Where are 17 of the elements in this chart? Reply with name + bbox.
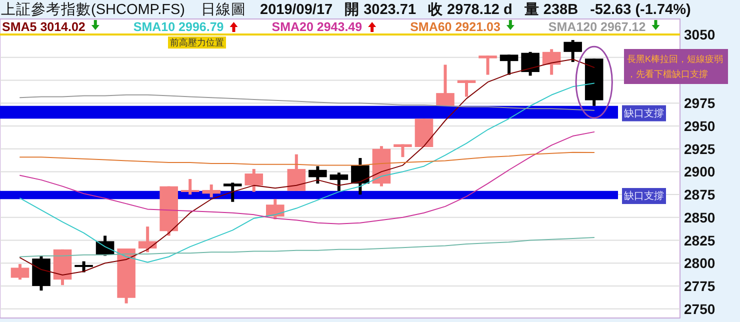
- callout: 長黑K棒拉回，短線疲弱，先看下檔缺口支撐: [624, 49, 728, 84]
- band-label: 缺口支撐: [624, 190, 664, 202]
- ref-line-label: 前高壓力位置: [170, 38, 224, 48]
- y-tick-label: 2900: [684, 164, 716, 180]
- y-tick-label: 2925: [684, 140, 716, 157]
- band-label: 缺口支撐: [624, 107, 664, 120]
- y-tick-label: 2950: [684, 118, 716, 134]
- y-tick-label: 2775: [684, 278, 716, 294]
- y-tick-label: 2800: [684, 255, 716, 272]
- y-tick-label: 2875: [684, 186, 716, 203]
- y-tick-label: 2975: [684, 95, 716, 112]
- y-tick-label: 3050: [684, 26, 716, 43]
- y-tick-label: 2850: [684, 209, 716, 226]
- y-tick-label: 2750: [684, 300, 716, 317]
- legend: SMA5 3014.02 SMA10 2996.79 SMA20 2943.49 SMA60 2921.03 SMA120 2967.12: [2, 20, 660, 34]
- header: 上証參考指數(SHCOMP.FS) 日線圖 2019/09/17 開 3023.71 收 2978.12 d 量 238B -52.63 (-1.74%): [1, 2, 691, 18]
- y-tick-label: 2825: [684, 232, 716, 248]
